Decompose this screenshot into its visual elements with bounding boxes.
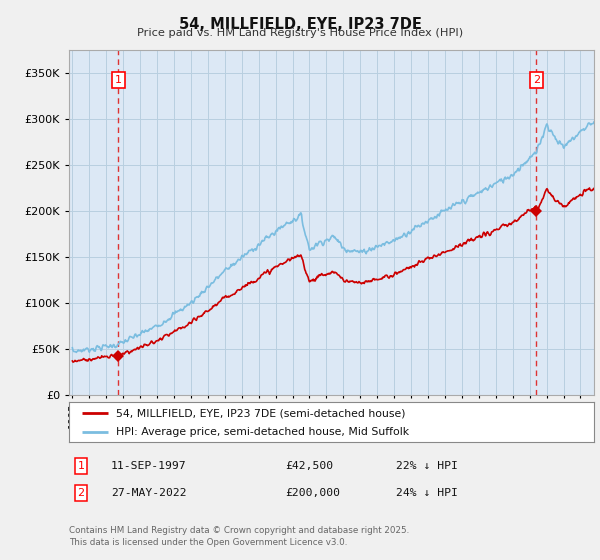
Text: 24% ↓ HPI: 24% ↓ HPI (396, 488, 458, 498)
Text: 2: 2 (533, 74, 540, 85)
Text: £200,000: £200,000 (285, 488, 340, 498)
Text: Contains HM Land Registry data © Crown copyright and database right 2025.
This d: Contains HM Land Registry data © Crown c… (69, 526, 409, 547)
Text: 1: 1 (77, 461, 85, 471)
Text: 22% ↓ HPI: 22% ↓ HPI (396, 461, 458, 471)
Text: 2: 2 (77, 488, 85, 498)
Text: 1: 1 (115, 74, 122, 85)
Text: 54, MILLFIELD, EYE, IP23 7DE (semi-detached house): 54, MILLFIELD, EYE, IP23 7DE (semi-detac… (116, 408, 406, 418)
Text: 27-MAY-2022: 27-MAY-2022 (111, 488, 187, 498)
Text: £42,500: £42,500 (285, 461, 333, 471)
Text: HPI: Average price, semi-detached house, Mid Suffolk: HPI: Average price, semi-detached house,… (116, 427, 409, 437)
Text: 11-SEP-1997: 11-SEP-1997 (111, 461, 187, 471)
Text: 54, MILLFIELD, EYE, IP23 7DE: 54, MILLFIELD, EYE, IP23 7DE (179, 17, 421, 32)
Text: Price paid vs. HM Land Registry's House Price Index (HPI): Price paid vs. HM Land Registry's House … (137, 28, 463, 38)
